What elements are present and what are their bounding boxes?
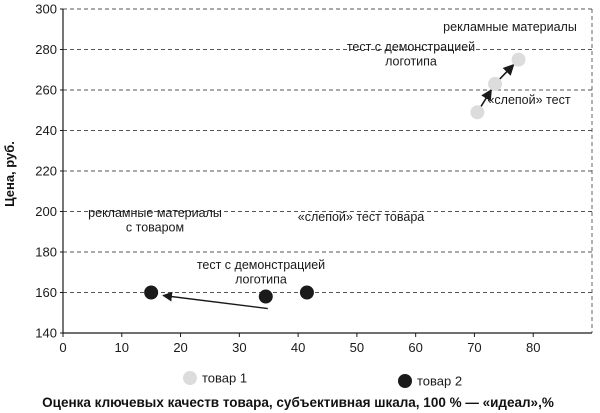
annotation-label: с товаром <box>126 221 184 235</box>
point-series2 <box>144 285 159 300</box>
x-tick-label: 0 <box>59 340 66 355</box>
x-tick-label: 50 <box>350 340 364 355</box>
series1-arrow <box>498 63 515 81</box>
point-series1 <box>511 52 526 67</box>
annotation-label: логотипа <box>385 55 437 69</box>
y-tick-label: 220 <box>35 164 57 179</box>
x-tick-label: 40 <box>291 340 305 355</box>
annotation-label: логотипа <box>235 273 287 287</box>
axes: 140 160 180 200 220 240 260 280 300 0 10 20 30 40 50 60… <box>35 2 593 355</box>
annotation-label: тест с демонстрацией <box>347 40 475 54</box>
y-tick-label: 260 <box>35 83 57 98</box>
y-tick-label: 160 <box>35 285 57 300</box>
legend-label: товар 2 <box>417 374 462 389</box>
legend-marker <box>183 371 197 385</box>
y-tick-label: 140 <box>35 326 57 341</box>
annotation-label: рекламные материалы <box>88 206 222 220</box>
y-tick-label: 240 <box>35 123 57 138</box>
x-tick-label: 80 <box>526 340 540 355</box>
legend: товар 1 товар 2 <box>183 371 462 389</box>
x-tick-label: 10 <box>115 340 129 355</box>
x-tick-label: 30 <box>232 340 246 355</box>
series2-arrow <box>162 291 268 310</box>
x-tick-label: 70 <box>467 340 481 355</box>
annotation-label: тест с демонстрацией <box>197 258 325 272</box>
y-tick-label: 180 <box>35 245 57 260</box>
point-series1 <box>488 76 503 91</box>
x-tick-label: 20 <box>173 340 187 355</box>
grid-lines <box>63 8 592 293</box>
legend-label: товар 1 <box>202 371 247 386</box>
x-axis-label: Оценка ключевых качеств товара, субъекти… <box>42 395 554 410</box>
y-tick-label: 200 <box>35 204 57 219</box>
annotation-label: «слепой» тест <box>487 93 570 107</box>
series1-arrow <box>479 88 492 108</box>
y-axis-label: Цена, руб. <box>2 141 17 207</box>
x-tick-label: 60 <box>408 340 422 355</box>
legend-marker <box>398 374 412 388</box>
y-tick-label: 300 <box>35 2 57 17</box>
data-points <box>144 52 526 304</box>
trend-arrows <box>162 63 515 310</box>
annotation-label: «слепой» тест товара <box>298 210 425 224</box>
annotation-label: рекламные материалы <box>443 20 577 34</box>
point-series1 <box>470 105 485 120</box>
y-tick-label: 280 <box>35 42 57 57</box>
point-series2 <box>258 289 273 304</box>
point-series2 <box>299 285 314 300</box>
